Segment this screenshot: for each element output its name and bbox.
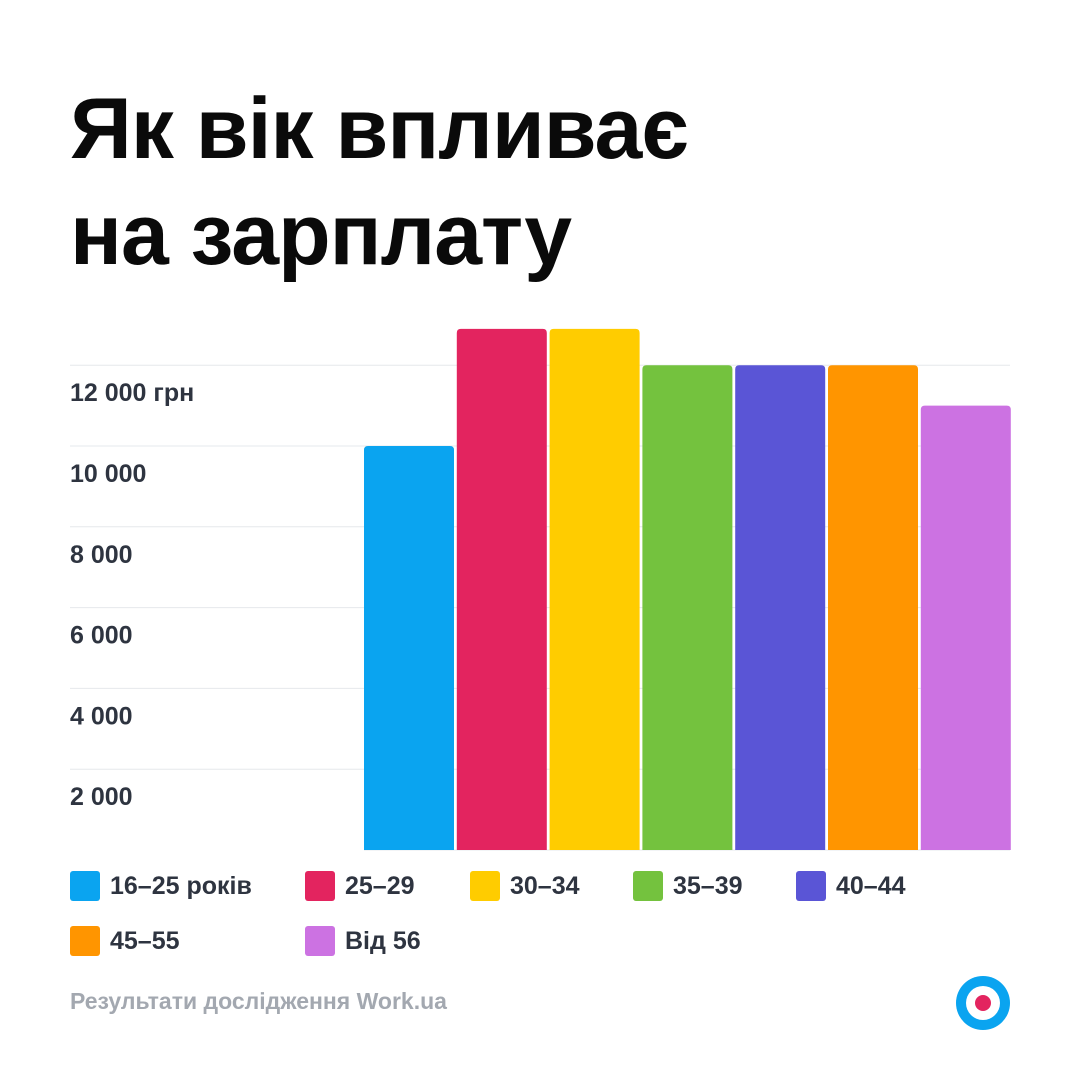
work-ua-target-icon [956,976,1010,1030]
legend-item: Від 56 [305,921,421,961]
bar-6 [828,365,918,850]
legend-swatch [305,926,335,956]
y-tick-label: 6 000 [70,622,133,650]
chart-legend: 16–25 років 25–29 30–34 35–39 40–44 45–55 Від … [70,866,1030,986]
y-tick-label: 8 000 [70,541,133,569]
bar-1 [364,446,454,850]
legend-item: 16–25 років [70,866,252,906]
y-axis-ticks: 2 000 4 000 6 000 8 000 10 000 12 000 грн [70,379,194,811]
bar-7 [920,405,1011,850]
legend-swatch [633,871,663,901]
bar-chart: 2 000 4 000 6 000 8 000 10 000 12 000 грн [70,328,1011,851]
bars [364,328,1011,851]
bar-4 [642,365,733,850]
legend-swatch [305,871,335,901]
legend-item: 25–29 [305,866,415,906]
chart-title-line-2: на зарплату [70,187,572,283]
legend-label: 25–29 [345,871,415,900]
legend-item: 45–55 [70,921,180,961]
legend-item: 30–34 [470,866,580,906]
legend-label: 45–55 [110,926,180,955]
legend-label: 40–44 [836,871,906,900]
y-tick-label: 2 000 [70,783,133,811]
bar-3 [549,328,640,851]
legend-swatch [796,871,826,901]
y-tick-label: 4 000 [70,702,133,730]
legend-swatch [70,871,100,901]
legend-swatch [70,926,100,956]
bar-2 [456,328,547,851]
chart-title: Як вік впливає на зарплату [70,76,970,288]
y-tick-label: 12 000 грн [70,379,194,407]
legend-item: 40–44 [796,866,906,906]
bar-5 [735,365,826,850]
legend-item: 35–39 [633,866,743,906]
y-tick-label: 10 000 [70,460,146,488]
legend-label: 16–25 років [110,871,252,900]
legend-label: 30–34 [510,871,580,900]
source-caption: Результати дослідження Work.ua [70,988,447,1014]
legend-label: Від 56 [345,926,421,955]
legend-swatch [470,871,500,901]
chart-title-line-1: Як вік впливає [70,81,689,177]
legend-label: 35–39 [673,871,743,900]
